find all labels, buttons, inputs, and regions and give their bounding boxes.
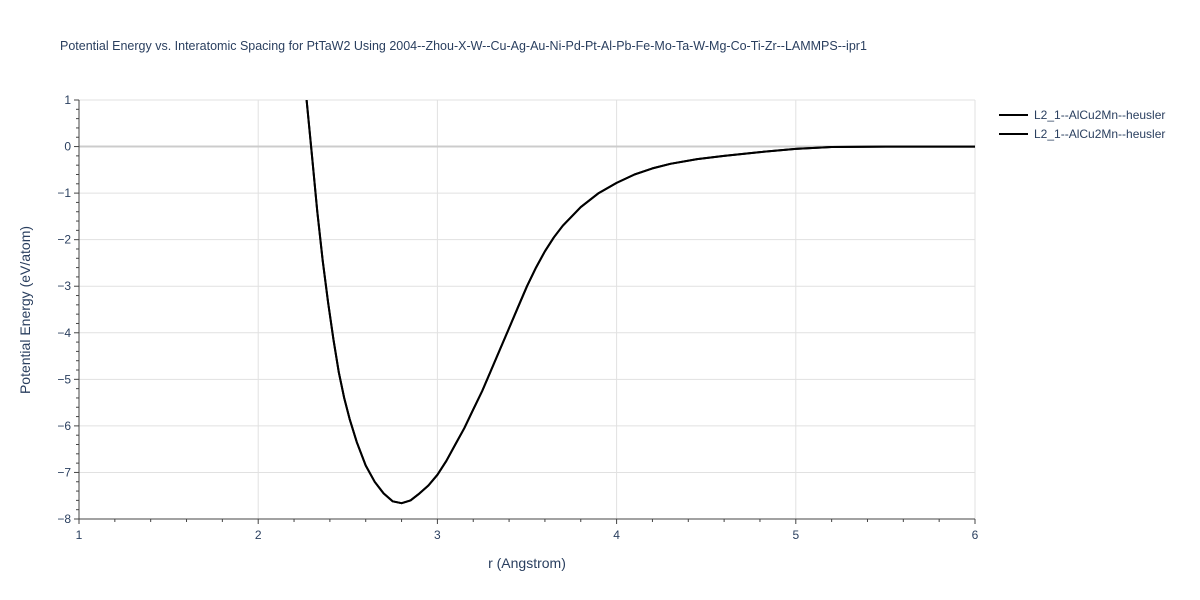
y-tick-label: −6 (57, 419, 71, 433)
series-lines (305, 100, 975, 505)
series-line (305, 100, 975, 505)
y-tick-label: 1 (64, 93, 71, 107)
y-tick-label: −4 (57, 326, 71, 340)
y-tick-label: −3 (57, 279, 71, 293)
legend-label[interactable]: L2_1--AlCu2Mn--heusler (1034, 108, 1165, 122)
x-tick-label: 2 (255, 528, 262, 542)
plot-area (305, 100, 975, 505)
axes (74, 99, 976, 524)
series-line (305, 100, 975, 505)
y-tick-label: −5 (57, 372, 71, 386)
y-tick-label: −1 (57, 186, 71, 200)
x-tick-label: 6 (972, 528, 979, 542)
tick-labels: 1 2 3 4 5 6 1 0 −1 −2 −3 −4 −5 −6 −7 −8 (57, 93, 978, 542)
y-tick-label: −2 (57, 233, 71, 247)
x-tick-label: 4 (613, 528, 620, 542)
x-axis-title: r (Angstrom) (488, 555, 566, 571)
y-axis-title: Potential Energy (eV/atom) (17, 226, 33, 394)
legend: L2_1--AlCu2Mn--heusler L2_1--AlCu2Mn--heu… (999, 108, 1165, 141)
y-tick-label: −8 (57, 512, 71, 526)
y-tick-label: −7 (57, 465, 71, 479)
x-tick-label: 1 (76, 528, 83, 542)
x-tick-label: 3 (434, 528, 441, 542)
chart-title: Potential Energy vs. Interatomic Spacing… (60, 39, 867, 53)
y-tick-label: 0 (64, 140, 71, 154)
grid-lines (79, 99, 976, 519)
x-tick-label: 5 (792, 528, 799, 542)
legend-label[interactable]: L2_1--AlCu2Mn--heusler (1034, 127, 1165, 141)
